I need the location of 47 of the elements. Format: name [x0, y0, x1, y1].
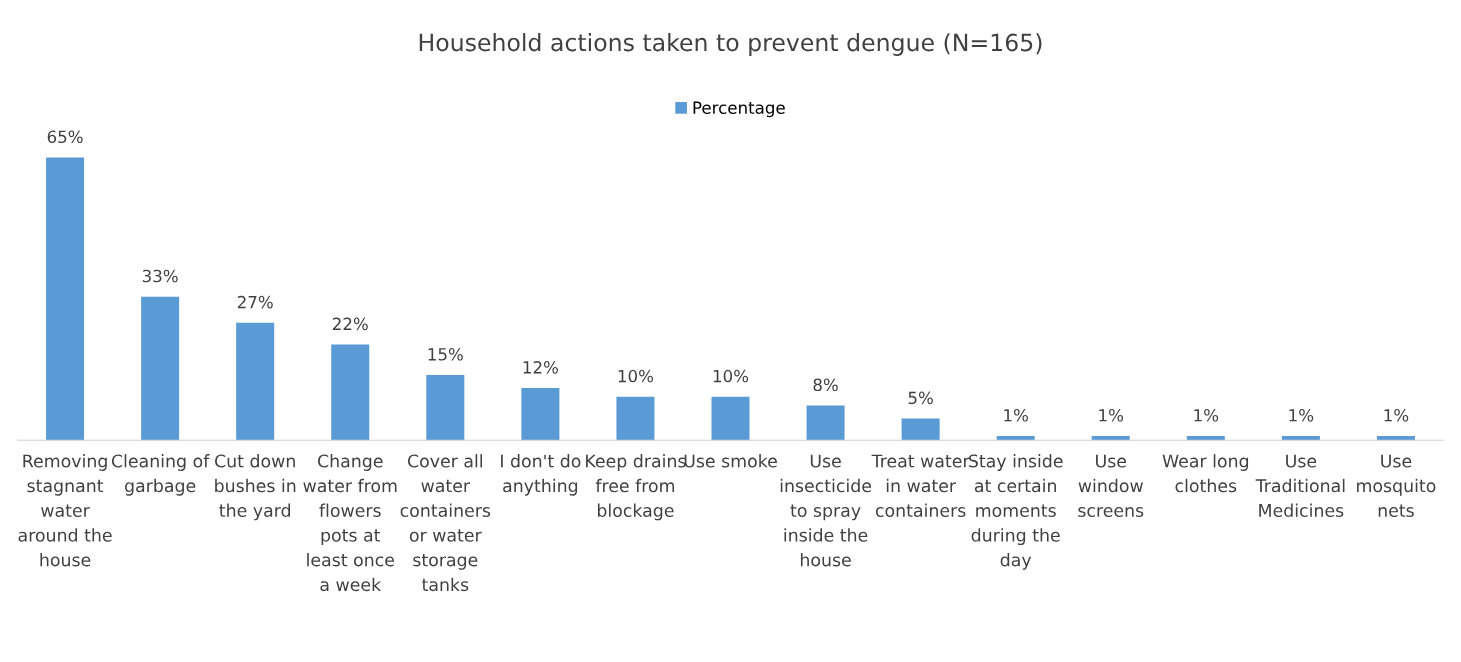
x-tick-label: Use insecticide to spray inside the house [780, 454, 872, 567]
bar [901, 418, 940, 441]
data-label: 22% [332, 317, 368, 331]
bar [236, 322, 275, 441]
bar [616, 396, 655, 441]
x-tick-label: Keep drains free from blockage [586, 454, 686, 521]
x-tick-label: Removing stagnant water around the house [18, 454, 112, 567]
bar [996, 435, 1035, 441]
x-tick-label: Use smoke [684, 454, 777, 468]
data-label: 8% [813, 378, 838, 392]
data-label: 10% [713, 369, 749, 383]
bar [1376, 435, 1415, 441]
data-label: 27% [237, 295, 273, 309]
bar [1281, 435, 1320, 441]
x-tick-label: Use Traditional Medicines [1255, 454, 1345, 517]
x-tick-label: Use mosquito nets [1357, 454, 1436, 517]
data-label: 1% [1099, 408, 1124, 422]
x-tick-label: Cleaning of garbage [111, 454, 210, 496]
x-tick-label: Use window screens [1078, 454, 1144, 517]
data-label: 15% [428, 348, 463, 361]
bar [711, 396, 750, 441]
bar [1091, 435, 1130, 441]
x-tick-label: Change water from flowers pots at least once a week [303, 454, 397, 592]
bar [426, 374, 465, 441]
data-label: 1% [1384, 408, 1409, 422]
data-label: 12% [523, 361, 558, 374]
bar [806, 405, 845, 441]
data-label: 33% [142, 269, 178, 283]
bar [331, 344, 370, 441]
data-label: 5% [908, 391, 933, 405]
data-label: 1% [1004, 408, 1028, 422]
bar [521, 388, 560, 441]
bar [141, 296, 180, 441]
data-label: 1% [1194, 408, 1219, 422]
x-tick-label: Cover all water containers or water storage tanks [400, 454, 491, 592]
data-label: 65% [47, 130, 83, 144]
x-tick-label: I don't do anything [501, 454, 581, 496]
chart-title: Household actions taken to prevent dengue (N=165) [419, 33, 1042, 56]
data-label: 1% [1289, 408, 1314, 422]
data-label: 10% [618, 369, 654, 383]
bar [46, 157, 85, 441]
x-tick-label: Treat water in water containers [871, 454, 970, 517]
legend-label: Percentage [693, 101, 785, 118]
x-tick-label: Cut down bushes in the yard [215, 454, 296, 521]
bar [1186, 435, 1225, 441]
x-tick-label: Wear long clothes [1162, 454, 1249, 493]
x-tick-label: Stay inside at certain moments during the day [969, 454, 1063, 570]
